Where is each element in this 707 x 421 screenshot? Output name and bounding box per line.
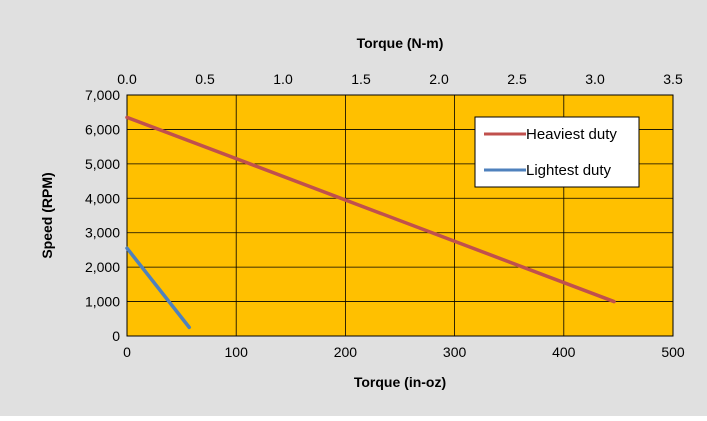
x-top-tick-label: 3.0 <box>585 71 605 87</box>
y-tick-label: 4,000 <box>85 190 120 206</box>
bottom-axis-title: Torque (in-oz) <box>354 374 446 390</box>
x-bottom-tick-label: 200 <box>334 344 358 360</box>
y-tick-label: 6,000 <box>85 121 120 137</box>
legend-box <box>474 116 640 188</box>
tick-labels: 0 100 200 300 400 500 0.0 0.5 1.0 1.5 2.0 2.5 3.0 3.5… <box>85 71 685 360</box>
legend-label-lightest: Lightest duty <box>526 162 612 179</box>
plot-border <box>126 94 674 337</box>
series-line-heaviest-duty <box>125 115 616 304</box>
series-layer <box>125 115 616 330</box>
y-tick-label: 0 <box>112 328 120 344</box>
x-bottom-tick-label: 500 <box>661 344 685 360</box>
x-bottom-tick-label: 300 <box>443 344 467 360</box>
y-tick-label: 3,000 <box>85 225 120 241</box>
legend-label-heaviest: Heaviest duty <box>526 126 617 143</box>
y-tick-label: 7,000 <box>85 87 120 103</box>
y-axis-title: Speed (RPM) <box>39 172 55 258</box>
y-tick-label: 5,000 <box>85 156 120 172</box>
x-top-tick-label: 3.5 <box>663 71 683 87</box>
x-bottom-tick-label: 100 <box>225 344 249 360</box>
x-top-tick-label: 1.5 <box>351 71 371 87</box>
top-axis-title: Torque (N-m) <box>357 35 444 51</box>
y-tick-label: 1,000 <box>85 294 120 310</box>
x-top-tick-label: 1.0 <box>273 71 293 87</box>
x-bottom-tick-label: 400 <box>552 344 576 360</box>
series-line-lightest-duty <box>125 246 191 330</box>
legend: Heaviest duty Lightest duty <box>474 116 640 188</box>
x-top-tick-label: 2.0 <box>429 71 449 87</box>
x-top-tick-label: 2.5 <box>507 71 527 87</box>
x-top-tick-label: 0.5 <box>195 71 215 87</box>
x-top-tick-label: 0.0 <box>117 71 137 87</box>
y-tick-label: 2,000 <box>85 259 120 275</box>
x-bottom-tick-label: 0 <box>123 344 131 360</box>
